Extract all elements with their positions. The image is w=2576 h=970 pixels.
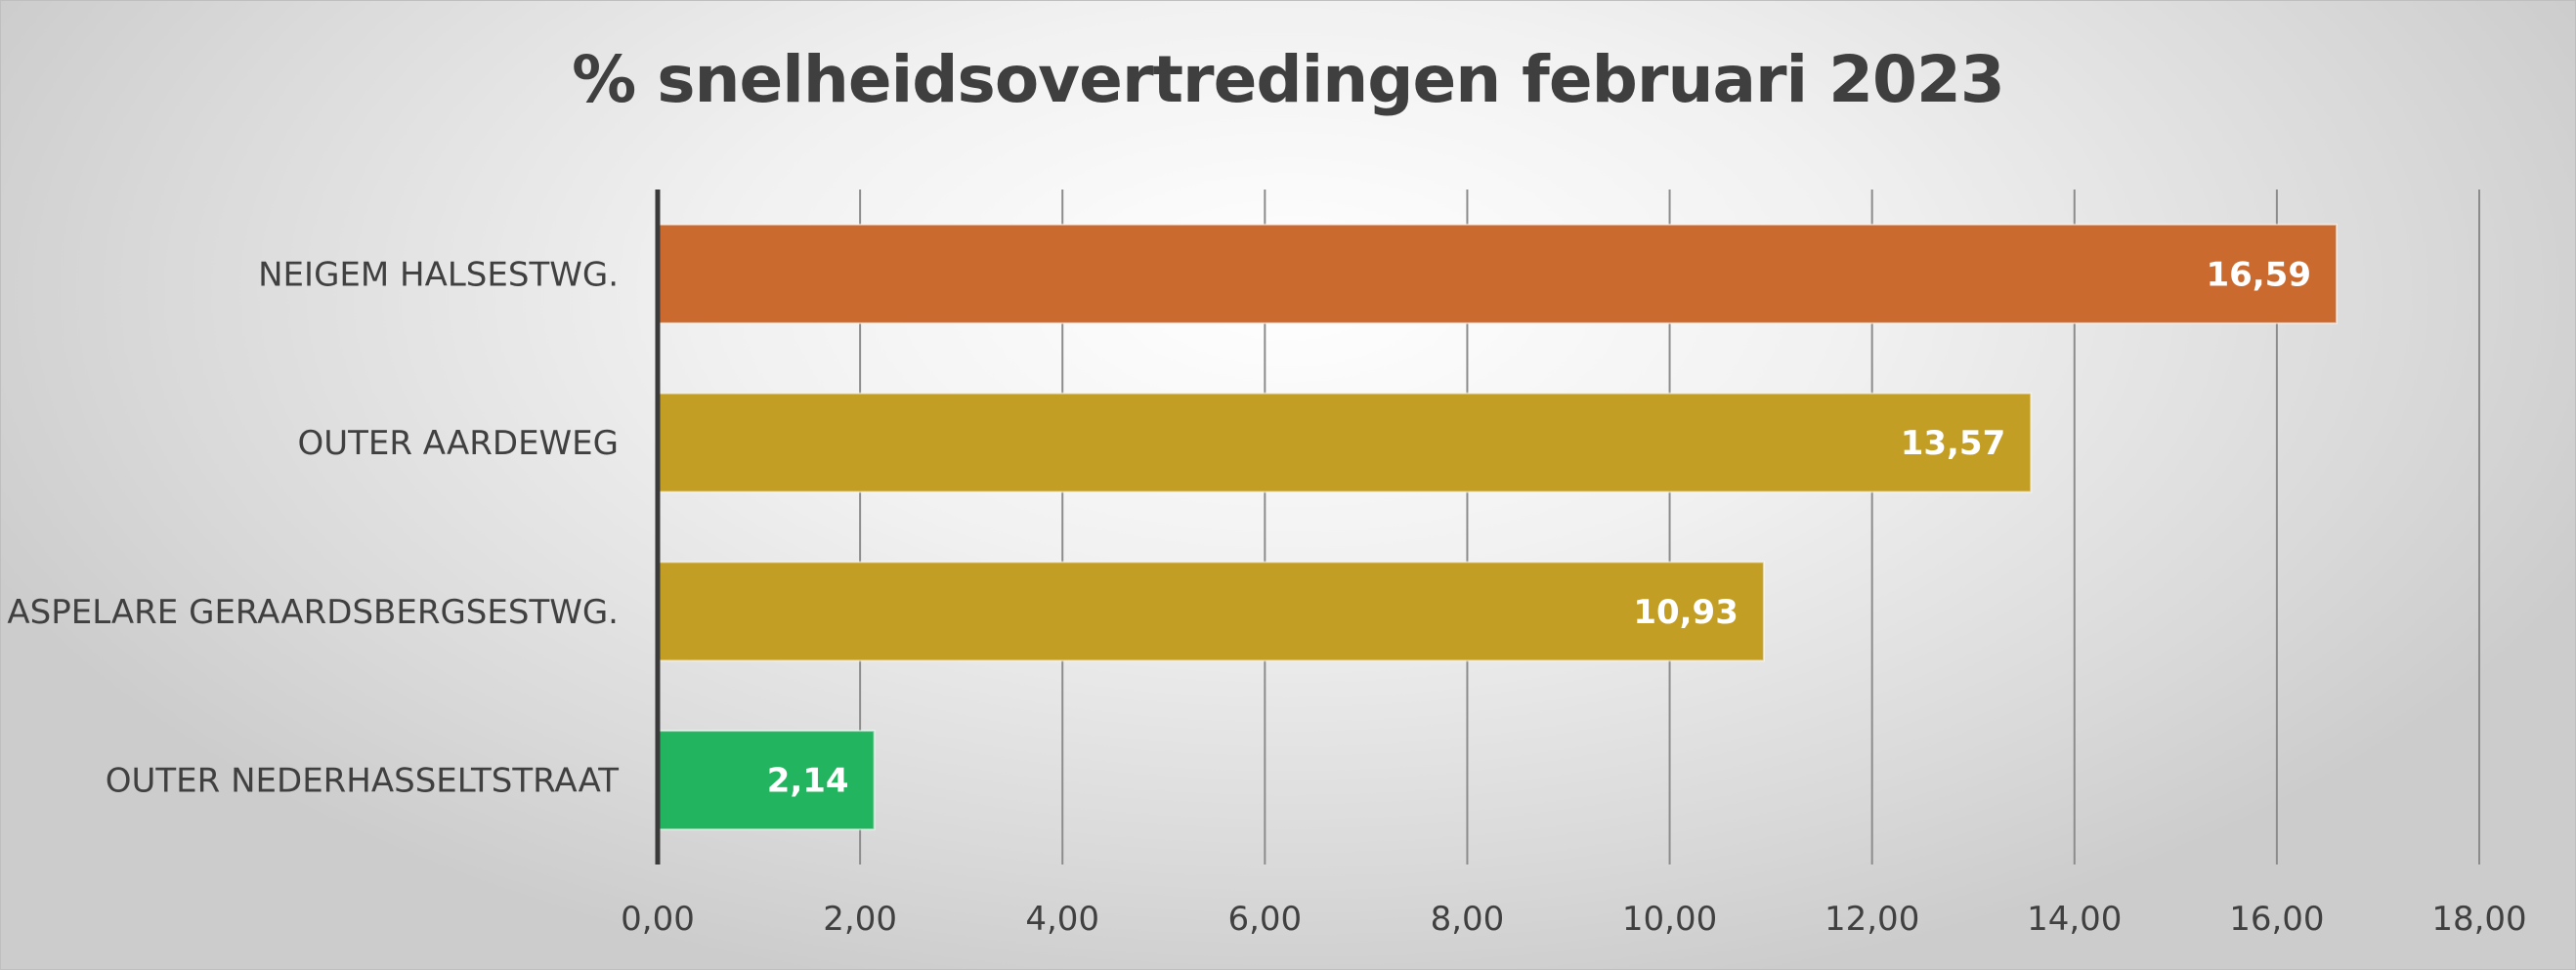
x-tick-label: 0,00 — [621, 900, 695, 939]
bar — [657, 223, 2338, 324]
category-label: OUTER AARDEWEG — [297, 424, 619, 463]
category-label: ASPELARE GERAARDSBERGSESTWG. — [7, 593, 619, 632]
x-tick-label: 2,00 — [823, 900, 897, 939]
labels: 0,00 2,00 4,00 6,00 8,00 10,00 12,00 14,00 16,00… — [7, 255, 2526, 939]
bars — [657, 223, 2338, 831]
data-label: 13,57 — [1901, 424, 2006, 463]
chart-title: % snelheidsovertredingen februari 2023 — [572, 42, 2005, 117]
x-tick-label: 18,00 — [2431, 900, 2526, 939]
category-label: NEIGEM HALSESTWG. — [258, 255, 619, 294]
x-tick-label: 12,00 — [1825, 900, 1919, 939]
data-label: 10,93 — [1633, 593, 1739, 632]
data-label: 16,59 — [2206, 255, 2311, 294]
data-label: 2,14 — [767, 762, 849, 801]
category-label: OUTER NEDERHASSELTSTRAAT — [106, 762, 619, 801]
x-tick-label: 8,00 — [1431, 900, 1505, 939]
x-tick-label: 4,00 — [1025, 900, 1099, 939]
bar — [657, 561, 1765, 662]
x-tick-label: 10,00 — [1622, 900, 1717, 939]
x-tick-label: 6,00 — [1227, 900, 1302, 939]
bar — [657, 730, 876, 831]
x-tick-label: 16,00 — [2229, 900, 2324, 939]
x-tick-label: 14,00 — [2027, 900, 2122, 939]
bar — [657, 392, 2033, 493]
